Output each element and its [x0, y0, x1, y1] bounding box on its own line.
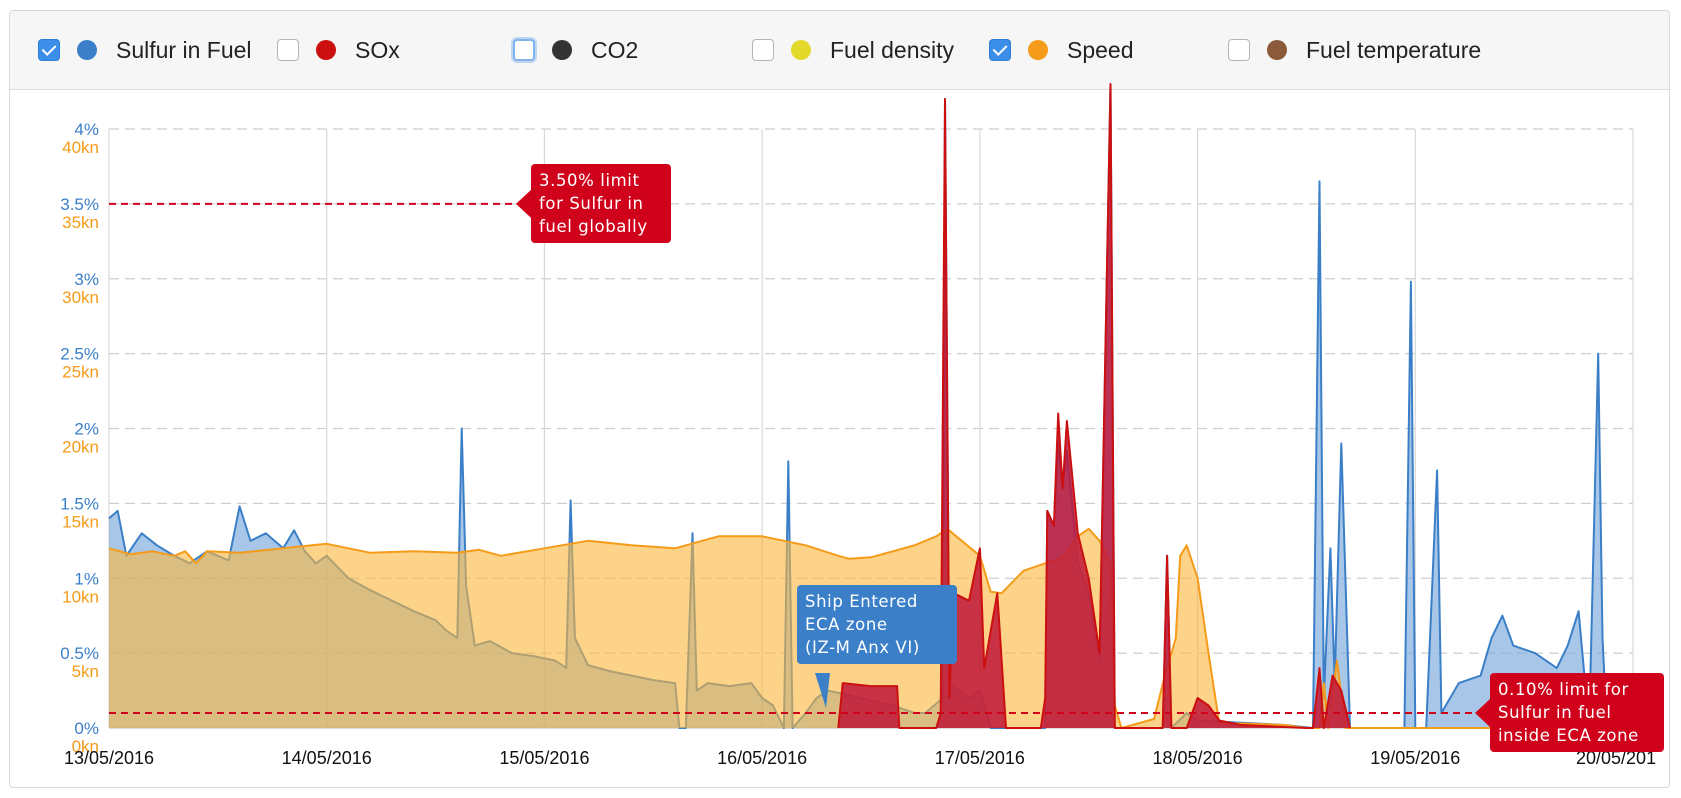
fuel-temperature-checkbox[interactable] [1228, 39, 1250, 61]
y-right-tick-label: 10kn [62, 587, 99, 606]
y-left-tick-label: 0% [74, 719, 99, 738]
global-limit-callout: 3.50% limit for Sulfur in fuel globally [531, 164, 671, 243]
legend-label: Fuel density [830, 36, 955, 63]
legend-item-co2[interactable]: CO2 [513, 11, 638, 89]
speed-checkbox[interactable] [989, 39, 1011, 61]
y-left-tick-label: 1% [74, 569, 99, 588]
callout-line: for Sulfur in [539, 194, 644, 213]
y-right-tick-label: 35kn [62, 213, 99, 232]
x-tick-label: 14/05/2016 [282, 748, 372, 768]
legend-item-sulfur-in-fuel[interactable]: Sulfur in Fuel [38, 11, 252, 89]
legend-label: SOx [355, 36, 400, 63]
co2-color-dot [552, 40, 572, 60]
callout-line: Ship Entered [805, 592, 918, 611]
x-tick-label: 17/05/2016 [935, 748, 1025, 768]
y-right-tick-label: 30kn [62, 288, 99, 307]
y-left-tick-label: 3% [74, 270, 99, 289]
fuel-temperature-color-dot [1267, 40, 1287, 60]
sulfur-in-fuel-color-dot [77, 40, 97, 60]
legend-item-speed[interactable]: Speed [989, 11, 1134, 89]
legend-bar: Sulfur in Fuel SOx CO2 Fuel density Spee… [10, 11, 1669, 90]
callout-line: ECA zone [805, 615, 888, 634]
callout-line: fuel globally [539, 217, 648, 236]
y-right-tick-label: 20kn [62, 438, 99, 457]
y-right-tick-label: 5kn [72, 662, 99, 681]
y-right-tick-label: 25kn [62, 363, 99, 382]
callout-line: (IZ-M Anx VI) [805, 638, 920, 657]
sox-color-dot [316, 40, 336, 60]
y-right-tick-label: 40kn [62, 138, 99, 157]
y-right-tick-label: 15kn [62, 512, 99, 531]
y-left-tick-label: 2% [74, 420, 99, 439]
legend-label: Speed [1067, 36, 1134, 63]
fuel-density-color-dot [791, 40, 811, 60]
fuel-density-checkbox[interactable] [752, 39, 774, 61]
y-left-tick-label: 2.5% [60, 345, 99, 364]
callout-line: 3.50% limit [539, 171, 640, 190]
limit-lines [109, 202, 1480, 715]
x-tick-label: 13/05/2016 [64, 748, 154, 768]
legend-label: Fuel temperature [1306, 36, 1482, 63]
y-axis-left: 0% 0.5% 1% 1.5% 2% 2.5% 3% 3.5% 4% [60, 120, 99, 738]
eca-limit-pointer [1475, 699, 1490, 728]
callout-line: 0.10% limit for [1498, 680, 1629, 699]
legend-item-fuel-density[interactable]: Fuel density [752, 11, 954, 89]
eca-entry-pointer [815, 673, 830, 708]
sox-checkbox[interactable] [277, 39, 299, 61]
global-limit-pointer [516, 189, 531, 218]
x-tick-label: 18/05/2016 [1153, 748, 1243, 768]
y-axis-right: 0kn 5kn 10kn 15kn 20kn 25kn 30kn 35kn 40kn [62, 138, 99, 756]
legend-label: Sulfur in Fuel [116, 36, 252, 63]
series-line-sox [837, 83, 1351, 729]
x-tick-label: 15/05/2016 [499, 748, 589, 768]
callout-pointers [516, 189, 1490, 728]
x-tick-label: 19/05/2016 [1370, 748, 1460, 768]
legend-item-sox[interactable]: SOx [277, 11, 400, 89]
eca-limit-callout: 0.10% limit for Sulfur in fuel inside EC… [1490, 673, 1664, 752]
legend-item-fuel-temperature[interactable]: Fuel temperature [1228, 11, 1481, 89]
y-left-tick-label: 0.5% [60, 644, 99, 663]
series-line-speed [108, 527, 1633, 729]
y-right-tick-label: 0kn [72, 737, 99, 756]
y-left-tick-label: 3.5% [60, 195, 99, 214]
y-left-tick-label: 4% [74, 120, 99, 139]
callout-line: Sulfur in fuel [1498, 703, 1612, 722]
x-tick-label: 20/05/201 [1576, 748, 1656, 768]
legend-label: CO2 [591, 36, 639, 63]
eca-entry-callout: Ship Entered ECA zone (IZ-M Anx VI) [797, 585, 957, 664]
x-tick-label: 16/05/2016 [717, 748, 807, 768]
co2-checkbox[interactable] [513, 39, 535, 61]
callout-line: inside ECA zone [1498, 726, 1639, 745]
sulfur-in-fuel-checkbox[interactable] [38, 39, 60, 61]
x-axis: 13/05/2016 14/05/2016 15/05/2016 16/05/2016… [64, 748, 1656, 768]
y-left-tick-label: 1.5% [60, 494, 99, 513]
speed-color-dot [1028, 40, 1048, 60]
